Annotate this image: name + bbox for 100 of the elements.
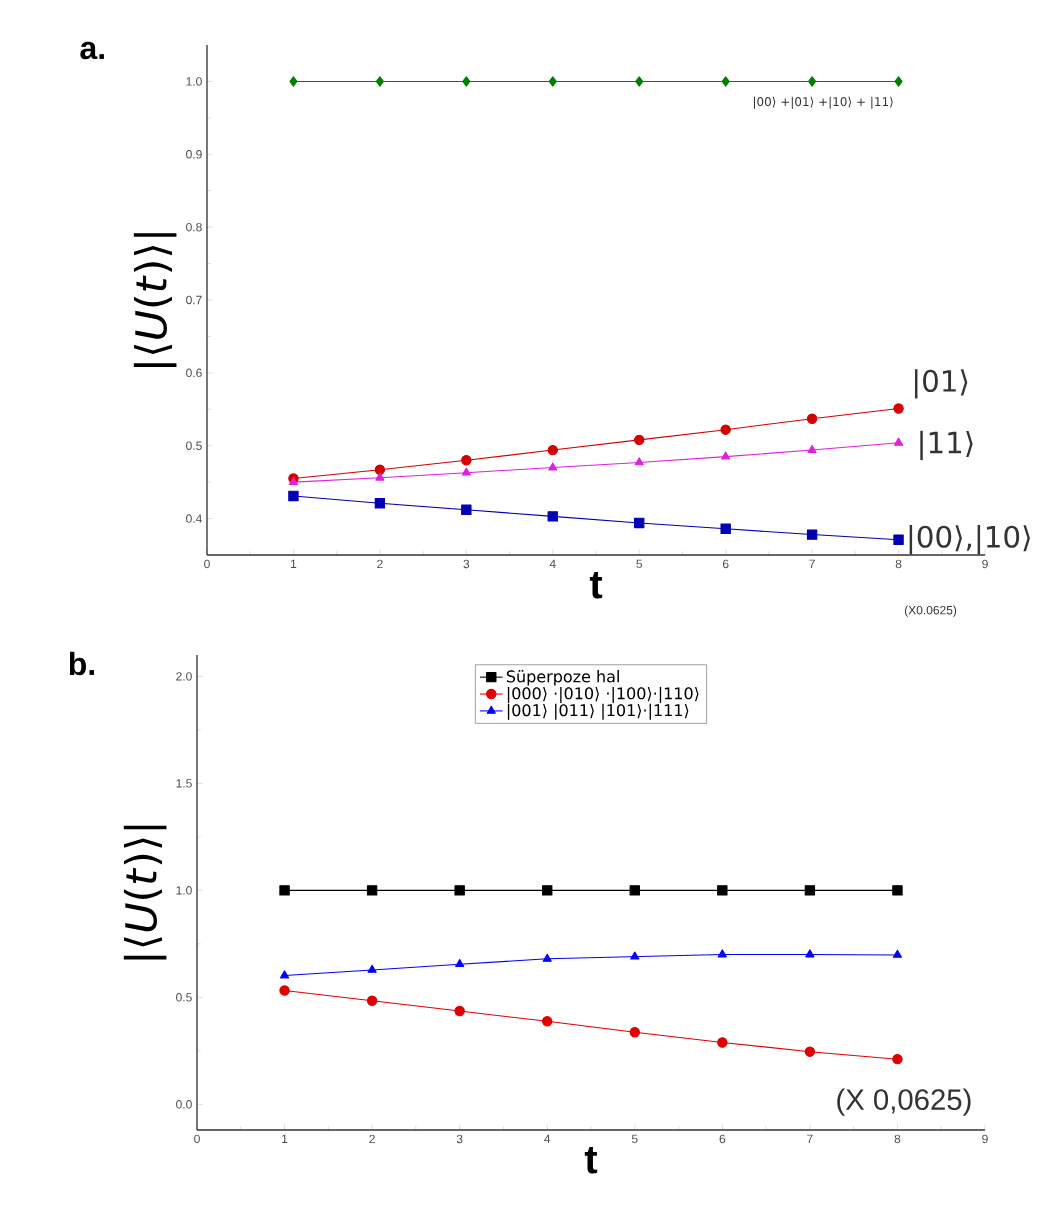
point <box>720 424 731 435</box>
point <box>289 76 298 87</box>
point <box>634 434 645 446</box>
point <box>547 444 558 456</box>
point <box>892 885 903 896</box>
point <box>374 498 386 509</box>
x-tick-label: 3 <box>456 1134 463 1144</box>
legend-label: Süperpoze hal <box>506 670 619 686</box>
x-tick-label: 3 <box>463 559 470 569</box>
legend-label: |001⟩ |011⟩ |101⟩·|111⟩ <box>507 703 689 720</box>
y-tick-label: 1.0 <box>176 886 192 895</box>
point <box>542 1016 553 1027</box>
point <box>720 523 731 534</box>
point <box>461 467 471 476</box>
x-tick-label: 5 <box>631 1134 638 1144</box>
series-label: |01⟩ <box>914 369 968 399</box>
y-tick-label: 1.0 <box>186 77 202 86</box>
x-tick-label: 7 <box>807 1134 813 1143</box>
chart-title: b. <box>69 651 94 676</box>
point <box>367 964 377 973</box>
point <box>629 885 640 896</box>
point <box>805 949 815 958</box>
x-tick-label: 9 <box>982 1134 988 1144</box>
point <box>548 462 558 471</box>
point <box>717 949 727 958</box>
point <box>630 951 640 960</box>
point <box>374 464 386 475</box>
point <box>892 1053 903 1065</box>
point <box>635 76 644 87</box>
x-tick-label: 2 <box>369 1134 375 1144</box>
point <box>375 76 384 87</box>
point <box>717 885 728 896</box>
chart-title: a. <box>80 41 104 60</box>
point <box>804 1046 816 1057</box>
point <box>461 455 472 466</box>
x-tick-label: 0 <box>194 1134 200 1144</box>
point <box>806 529 818 540</box>
x-tick-label: 7 <box>809 559 815 568</box>
point <box>893 403 904 414</box>
point <box>547 511 558 522</box>
y-tick-label: 0.4 <box>186 514 202 523</box>
point <box>629 1027 640 1038</box>
text: (X0.0625) <box>904 605 957 617</box>
x-tick-label: 8 <box>895 559 902 569</box>
y-tick-label: 1.5 <box>176 779 192 788</box>
point <box>894 76 903 87</box>
series-label: |00⟩ +|01⟩ +|10⟩ + |11⟩ <box>753 96 893 109</box>
y-tick-label: 0.6 <box>186 368 202 378</box>
point <box>462 76 471 87</box>
point <box>461 504 472 516</box>
point <box>717 1037 728 1048</box>
point <box>893 534 904 545</box>
point <box>375 472 385 481</box>
point <box>279 885 290 896</box>
x-tick-label: 1 <box>282 1134 288 1143</box>
point <box>806 413 818 424</box>
point <box>548 76 557 87</box>
x-tick-label: 6 <box>719 1134 726 1144</box>
x-tick-label: 9 <box>982 559 988 569</box>
point <box>893 437 904 446</box>
point <box>454 885 465 896</box>
x-tick-label: 1 <box>291 559 297 568</box>
y-tick-label: 0.8 <box>186 222 202 232</box>
x-tick-label: 5 <box>636 559 643 569</box>
y-tick-label: 2.0 <box>176 672 192 681</box>
y-tick-label: 0.5 <box>176 993 192 1002</box>
y-tick-label: 0.7 <box>186 295 202 305</box>
y-axis-title: |⟨U(t)⟩| <box>123 825 167 960</box>
point <box>454 1005 465 1017</box>
point <box>807 444 817 453</box>
point <box>455 958 465 968</box>
x-tick-label: 2 <box>377 559 383 569</box>
y-tick-label: 0.9 <box>186 150 202 159</box>
point <box>279 985 290 996</box>
x-tick-label: 8 <box>894 1134 901 1144</box>
point <box>542 953 552 962</box>
point <box>721 451 731 460</box>
x-tick-label: 0 <box>204 559 210 569</box>
point <box>366 995 378 1006</box>
y-tick-label: 0.5 <box>186 441 202 450</box>
x-tick-label: 4 <box>549 559 556 568</box>
y-axis-title: |⟨U(t)⟩| <box>133 233 177 367</box>
point <box>634 457 644 466</box>
series-label: |11⟩ <box>920 430 973 461</box>
annotation: (X 0,0625) <box>837 1088 971 1116</box>
y-tick-label: 0.0 <box>176 1100 192 1109</box>
legend-label: |000⟩ ·|010⟩ ·|100⟩·|110⟩ <box>507 686 699 703</box>
point <box>721 76 730 87</box>
point <box>288 490 299 502</box>
point <box>634 517 645 529</box>
point <box>808 76 817 87</box>
x-axis-title: t <box>584 1147 598 1174</box>
series-label: |00⟩,|10⟩ <box>909 525 1030 555</box>
point <box>892 949 903 958</box>
x-tick-label: 4 <box>544 1134 551 1143</box>
point <box>279 970 290 979</box>
x-tick-label: 6 <box>722 559 729 569</box>
point <box>366 885 378 896</box>
x-axis-title: t <box>589 572 603 599</box>
point <box>804 885 816 896</box>
